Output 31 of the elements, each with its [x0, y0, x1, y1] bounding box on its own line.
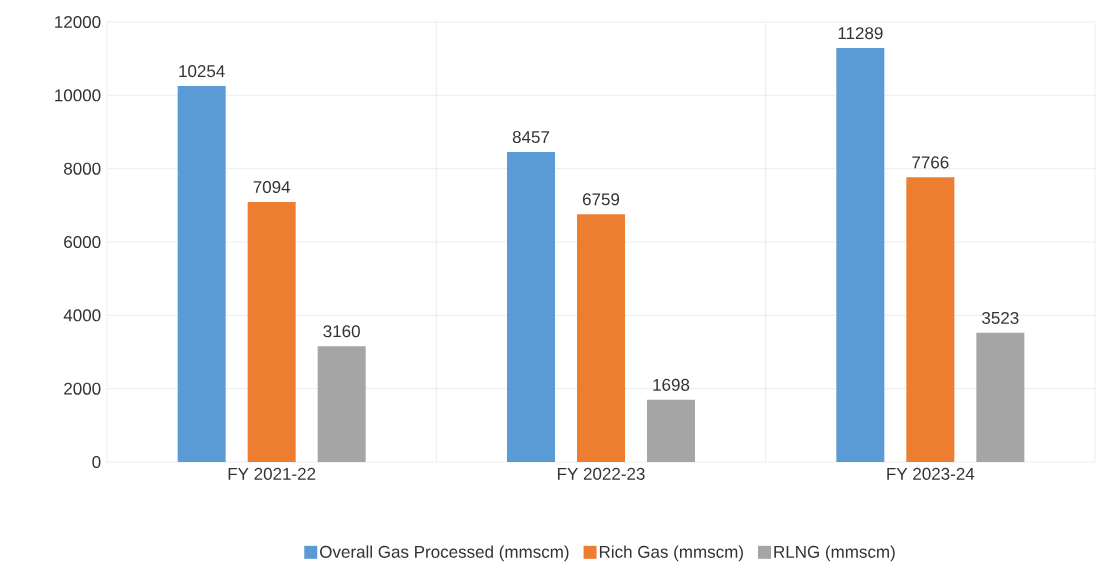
bar [906, 177, 955, 462]
bar [836, 48, 885, 462]
bar [507, 151, 555, 462]
data-label: 10254 [179, 65, 225, 78]
y-tick-label: 2000 [64, 382, 101, 395]
data-label: 6759 [582, 193, 620, 206]
x-tick-label: FY 2022-23 [557, 467, 645, 480]
y-tick-label: 4000 [63, 309, 101, 322]
y-tick-label: 12000 [55, 15, 101, 29]
y-tick-label: 0 [92, 455, 101, 469]
data-label: 8457 [512, 131, 550, 144]
data-label: 7766 [912, 156, 949, 169]
x-tick-label: FY 2021-22 [228, 467, 316, 480]
bar [177, 86, 226, 462]
bar [976, 332, 1025, 462]
data-label: 3523 [982, 311, 1019, 324]
data-label: 7094 [253, 180, 291, 194]
data-label: 11289 [838, 27, 883, 40]
legend-label: Overall Gas Processed (mmscm) [320, 545, 569, 562]
legend-label: RLNG (mmscm) [774, 545, 895, 562]
bar [577, 214, 625, 462]
bar [317, 346, 366, 462]
data-label: 1698 [653, 378, 690, 391]
y-tick-label: 8000 [64, 162, 101, 175]
bar [247, 201, 296, 462]
data-label: 3160 [323, 325, 360, 338]
x-tick-label: FY 2023-24 [887, 467, 975, 480]
bar [647, 399, 696, 462]
legend-label: Rich Gas (mmscm) [599, 545, 743, 562]
y-tick-label: 10000 [55, 89, 101, 102]
y-tick-label: 6000 [64, 235, 101, 249]
